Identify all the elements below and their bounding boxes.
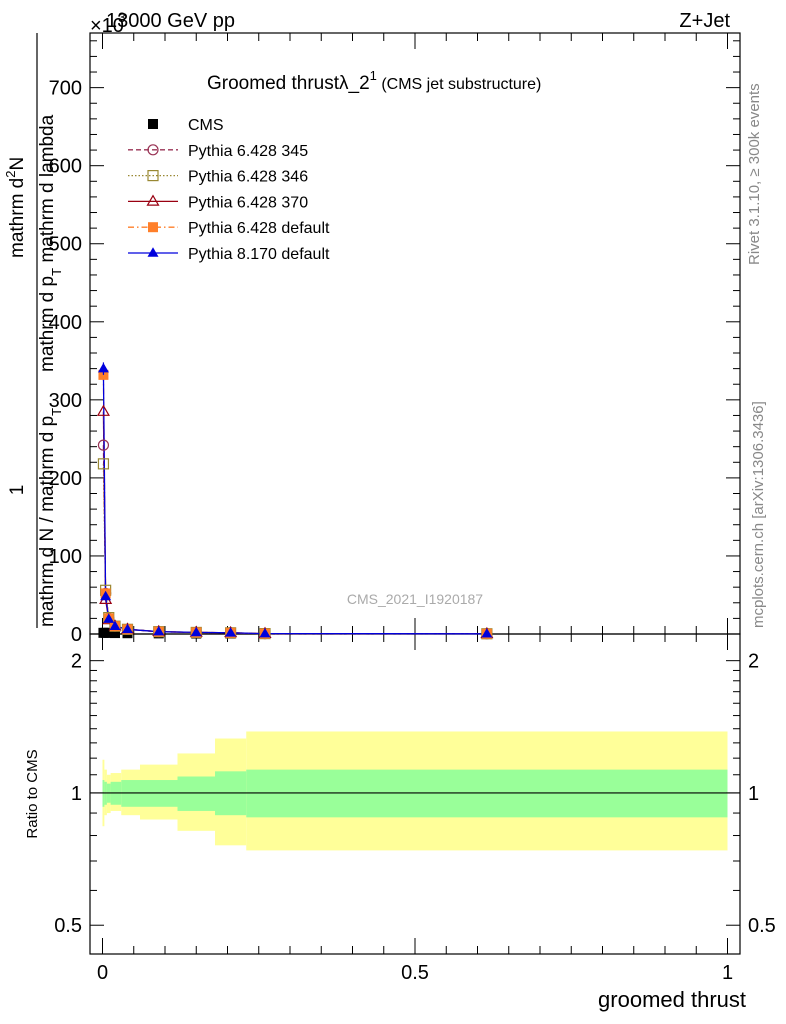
y-label-right-top-text: mathrm d [7,178,28,258]
point-pythia-8-170-default [153,625,165,636]
y-label-denominator: mathrm d N / mathrm d pT [37,408,64,627]
legend-label-pythia-6-428-370: Pythia 6.428 370 [188,194,308,211]
legend-label-pythia-6-428-346: Pythia 6.428 346 [188,169,308,186]
plot-title-main: Groomed thrustλ_2 [207,73,370,94]
legend-marker-pythia-6-428-345 [147,144,159,156]
legend-label-cms: CMS [188,117,224,134]
point-pythia-8-170-default [100,590,112,601]
mcplots-label: mcplots.cern.ch [arXiv:1306.3436] [750,401,767,628]
x-tick-label: 0 [97,962,108,984]
legend-marker-cms [148,119,158,129]
y-label-denominator-sub: T [49,408,64,416]
ratio-y-tick-label: 0.5 [54,915,82,937]
ratio-bands [102,731,728,851]
y-tick-label: 400 [49,312,82,334]
rivet-label: Rivet 3.1.10, ≥ 300k events [746,83,763,265]
legend-marker-pythia-6-428-346 [147,170,159,182]
series-line-pythia-8-170-default [102,368,487,635]
header-energy: 13000 GeV pp [106,10,235,32]
y-exponent-power: 3 [118,9,126,25]
y-label-right-top: mathrm d2N [3,157,28,258]
ratio-y-axis-label: Ratio to CMS [24,749,41,838]
legend-label-pythia-6-428-345: Pythia 6.428 345 [188,143,308,160]
ratio-band-inner-bin [177,776,215,811]
y-tick-label: 500 [49,234,82,256]
y-label-numerator: 1 [7,485,28,496]
y-tick-label: 300 [49,390,82,412]
y-tick-label: 700 [49,78,82,100]
analysis-watermark: CMS_2021_I1920187 [347,591,483,607]
y-tick-label: 0 [71,624,82,646]
main-y-axis-label: 1 mathrm d N / mathrm d pT mathrm d2N ma… [3,33,64,628]
x-axis-label: groomed thrust [598,987,746,1012]
legend-label-pythia-8-170-default: Pythia 8.170 default [188,246,330,263]
series-points [96,362,494,640]
point-pythia-8-170-default [122,623,133,634]
y-label-right-bottom-sub: T [49,268,64,276]
ratio-y-tick-label-right: 0.5 [748,915,776,937]
y-label-denominator-text: mathrm d N / mathrm d p [37,416,58,627]
legend: CMS Pythia 6.428 345 Pythia 6.428 346 Pythi… [128,117,330,263]
y-tick-label: 100 [49,546,82,568]
legend-marker-pythia-8-170-default [147,247,159,257]
point-pythia-8-170-default [259,627,271,638]
y-label-right-bottom-rest: mathrm d lambda [37,114,58,268]
point-cms [110,628,120,639]
ratio-y-tick-label: 2 [71,651,82,673]
ratio-y-tick-label-right: 2 [748,651,759,673]
point-pythia-8-170-default [109,620,121,630]
ratio-y-tick-label-right: 1 [748,783,759,805]
ratio-y-tick-label: 1 [71,783,82,805]
point-pythia-6-428-345 [97,439,110,451]
point-pythia-8-170-default [225,627,237,637]
y-label-right-bottom: mathrm d pT mathrm d lambda [37,114,64,372]
y-exponent-base: ×10 [90,15,124,37]
y-tick-label: 200 [49,468,82,490]
y-label-right-top-rest: N [7,157,28,171]
y-label-right-top-sup: 2 [3,171,18,178]
y-label-right-bottom-text: mathrm d p [37,276,58,372]
header-process: Z+Jet [679,10,730,32]
legend-marker-pythia-6-428-default [148,222,158,233]
point-pythia-8-170-default [190,626,202,637]
point-pythia-8-170-default [103,613,115,623]
plot-title-sup: 1 [370,68,377,83]
point-cms [103,627,114,638]
point-pythia-6-428-346 [97,458,110,470]
x-tick-label: 1 [722,962,733,984]
point-pythia-8-170-default [481,628,493,638]
series-line-pythia-6-428-346 [102,463,487,635]
y-tick-label: 600 [49,156,82,178]
x-tick-label: 0.5 [401,962,429,984]
legend-label-pythia-6-428-default: Pythia 6.428 default [188,220,330,237]
plot-title-sub: (CMS jet substructure) [377,76,541,93]
plot-title: Groomed thrustλ_21 (CMS jet substructure… [207,68,541,94]
point-pythia-6-428-370 [96,404,110,416]
legend-marker-pythia-6-428-370 [146,194,160,206]
